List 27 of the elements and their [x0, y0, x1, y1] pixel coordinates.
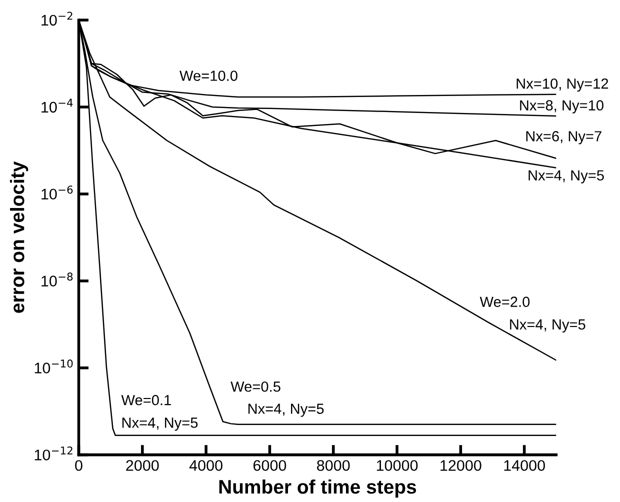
annotation: We=10.0: [180, 70, 238, 81]
x-tick-label: 14000: [504, 460, 545, 471]
y-tick-label: 10$^{−8}$: [42, 272, 73, 286]
x-tick-label: 4000: [189, 460, 222, 471]
annotation: We=0.1: [121, 394, 171, 406]
annotation: Nx=8, Ny=10: [520, 100, 604, 114]
annotation: Nx=4, Ny=5: [122, 418, 198, 431]
y-tick-label: 10$^{−4}$: [42, 98, 73, 113]
annotation: Nx=4, Ny=5: [528, 170, 604, 184]
x-tick-label: 8000: [317, 460, 350, 471]
x-tick-label: 12000: [440, 460, 482, 471]
y-tick-label: 10$^{−2}$: [42, 12, 72, 26]
y-axis-title: error on velocity: [10, 161, 28, 313]
y-tick-label: 10$^{−6}$: [42, 186, 73, 200]
annotation: Nx=4, Ny=5: [510, 319, 586, 332]
x-tick-label: 2000: [126, 460, 159, 471]
y-tick-label: 10$^{−12}$: [34, 446, 72, 460]
y-tick-label: 10$^{−10}$: [34, 360, 73, 374]
annotation: Nx=6, Ny=7: [526, 131, 602, 144]
annotation: We=0.5: [230, 381, 280, 392]
x-tick-label: 0: [75, 460, 82, 471]
x-tick-label: 10000: [376, 460, 418, 471]
annotation: We=2.0: [480, 296, 530, 308]
annotation: Nx=4, Ny=5: [248, 404, 324, 417]
x-axis-title: Number of time steps: [219, 479, 416, 498]
annotation: Nx=10, Ny=12: [516, 78, 608, 92]
x-tick-label: 6000: [253, 460, 286, 471]
